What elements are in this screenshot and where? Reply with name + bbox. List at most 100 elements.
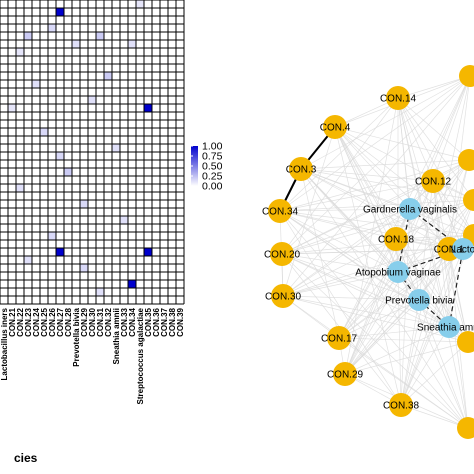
edge <box>400 75 471 406</box>
x-tick-label-con-33: CON.33 <box>120 307 129 336</box>
heatmap-cell-r4-c12 <box>96 32 104 40</box>
node-con-3 <box>289 157 313 181</box>
node-prevotella-bivia <box>408 289 430 311</box>
edge <box>397 97 474 201</box>
edge <box>281 234 474 255</box>
edge <box>344 341 469 375</box>
heatmap-cell-r18-c14 <box>112 144 120 152</box>
edge <box>344 271 399 375</box>
node-con-14 <box>386 86 410 110</box>
edge <box>400 341 469 406</box>
edge <box>282 75 471 297</box>
edge-sneathia-amnii-lactobacillus-iners <box>448 248 464 328</box>
heatmap-panel: Lactobacillus iners CON.21 CON.22 CON.23 CON… <box>0 0 185 404</box>
edge <box>397 97 469 429</box>
node-label-prevotella-bivia: Prevotella bivia <box>385 296 453 307</box>
x-tick-label-con-26: CON.26 <box>48 307 57 336</box>
edge <box>281 97 399 255</box>
heatmap-cell-r23-c2 <box>16 184 24 192</box>
edge <box>282 295 420 301</box>
offscreen-node-1 <box>458 149 474 171</box>
x-tick-label-con-39: CON.39 <box>176 307 185 336</box>
edge <box>281 180 434 255</box>
edge <box>432 180 469 429</box>
edge-gardnerella-vaginalis-lactobacillus-iners <box>409 208 464 250</box>
heatmap-cell-r12-c11 <box>88 96 96 104</box>
edge <box>281 253 420 301</box>
node-con-29 <box>333 362 357 386</box>
node-con-18 <box>384 227 408 251</box>
edge <box>279 97 399 212</box>
edge <box>338 337 469 343</box>
node-label-lactobacillus-iners: Lacto <box>451 245 474 256</box>
edge <box>397 97 470 161</box>
heatmap-cell-r33-c10 <box>80 264 88 272</box>
heatmap-cell-r36-c12 <box>96 288 104 296</box>
heatmap-cell-r21-c8 <box>64 168 72 176</box>
heatmap-cell-r31-c18 <box>144 248 152 256</box>
x-tick-label-lactobacillus-iners: Lactobacillus iners <box>0 307 9 380</box>
heatmap-cell-r25-c10 <box>80 200 88 208</box>
node-label-con-30: CON.30 <box>265 292 302 303</box>
edge <box>279 208 411 212</box>
node-label-con-4: CON.4 <box>320 123 351 134</box>
color-scale-label-1: 0.75 <box>202 151 223 163</box>
edge <box>300 168 474 236</box>
edge <box>395 159 470 240</box>
node-label-con-29: CON.29 <box>327 370 364 381</box>
heatmap-cell-r32-c3 <box>24 256 32 264</box>
edge <box>344 97 399 375</box>
edge <box>338 248 464 339</box>
edge <box>279 210 469 429</box>
node-label-con-34: CON.34 <box>262 207 299 218</box>
x-tick-label-con-30: CON.30 <box>88 307 97 336</box>
node-label-con-20: CON.20 <box>264 250 301 261</box>
edge <box>282 208 411 297</box>
node-label-con-1: CON.1 <box>434 245 465 256</box>
edge <box>344 299 420 375</box>
edge <box>334 126 470 161</box>
x-tick-label-con-29: CON.29 <box>80 307 89 336</box>
heatmap-cell-r13-c1 <box>8 104 16 112</box>
x-axis-title: cies <box>14 451 38 465</box>
edge <box>300 168 434 182</box>
edge <box>334 126 474 236</box>
edge <box>397 97 474 236</box>
node-con-12 <box>421 169 445 193</box>
edge <box>397 75 471 99</box>
edge <box>334 126 450 328</box>
edge <box>282 248 464 297</box>
x-tick-label-con-34: CON.34 <box>128 307 137 336</box>
x-tick-label-con-35: CON.35 <box>144 307 153 336</box>
x-tick-label-con-31: CON.31 <box>96 307 105 336</box>
edge <box>282 295 469 429</box>
edge <box>400 234 474 406</box>
heatmap-cell-r4-c3 <box>24 32 32 40</box>
edge <box>400 326 450 406</box>
edge <box>400 199 474 406</box>
edge <box>282 271 399 297</box>
edge <box>279 210 474 236</box>
node-con-20 <box>270 242 294 266</box>
node-con-30 <box>271 284 295 308</box>
edge <box>281 253 469 429</box>
edge <box>279 210 399 273</box>
edge-atopobium-vaginae-prevotella-bivia <box>397 271 420 301</box>
edge <box>279 210 469 343</box>
x-tick-label-streptococcus-agalactiae: Streptococcus agalactiae <box>136 307 145 404</box>
edge <box>282 295 469 343</box>
edge <box>279 210 402 406</box>
offscreen-node-3 <box>457 331 474 353</box>
edge <box>338 159 470 339</box>
x-tick-label-sneathia-amnii: Sneathia amnii <box>112 308 121 364</box>
edge <box>281 248 450 255</box>
edge <box>279 199 474 212</box>
offscreen-node-0 <box>459 65 474 87</box>
heatmap-cell-r10-c4 <box>32 80 40 88</box>
edge <box>344 248 450 375</box>
edge <box>432 180 464 250</box>
edge <box>279 210 397 240</box>
offscreen-node-4 <box>457 417 474 439</box>
heatmap-cell-r5-c9 <box>72 40 80 48</box>
node-sneathia-amnii <box>438 316 460 338</box>
